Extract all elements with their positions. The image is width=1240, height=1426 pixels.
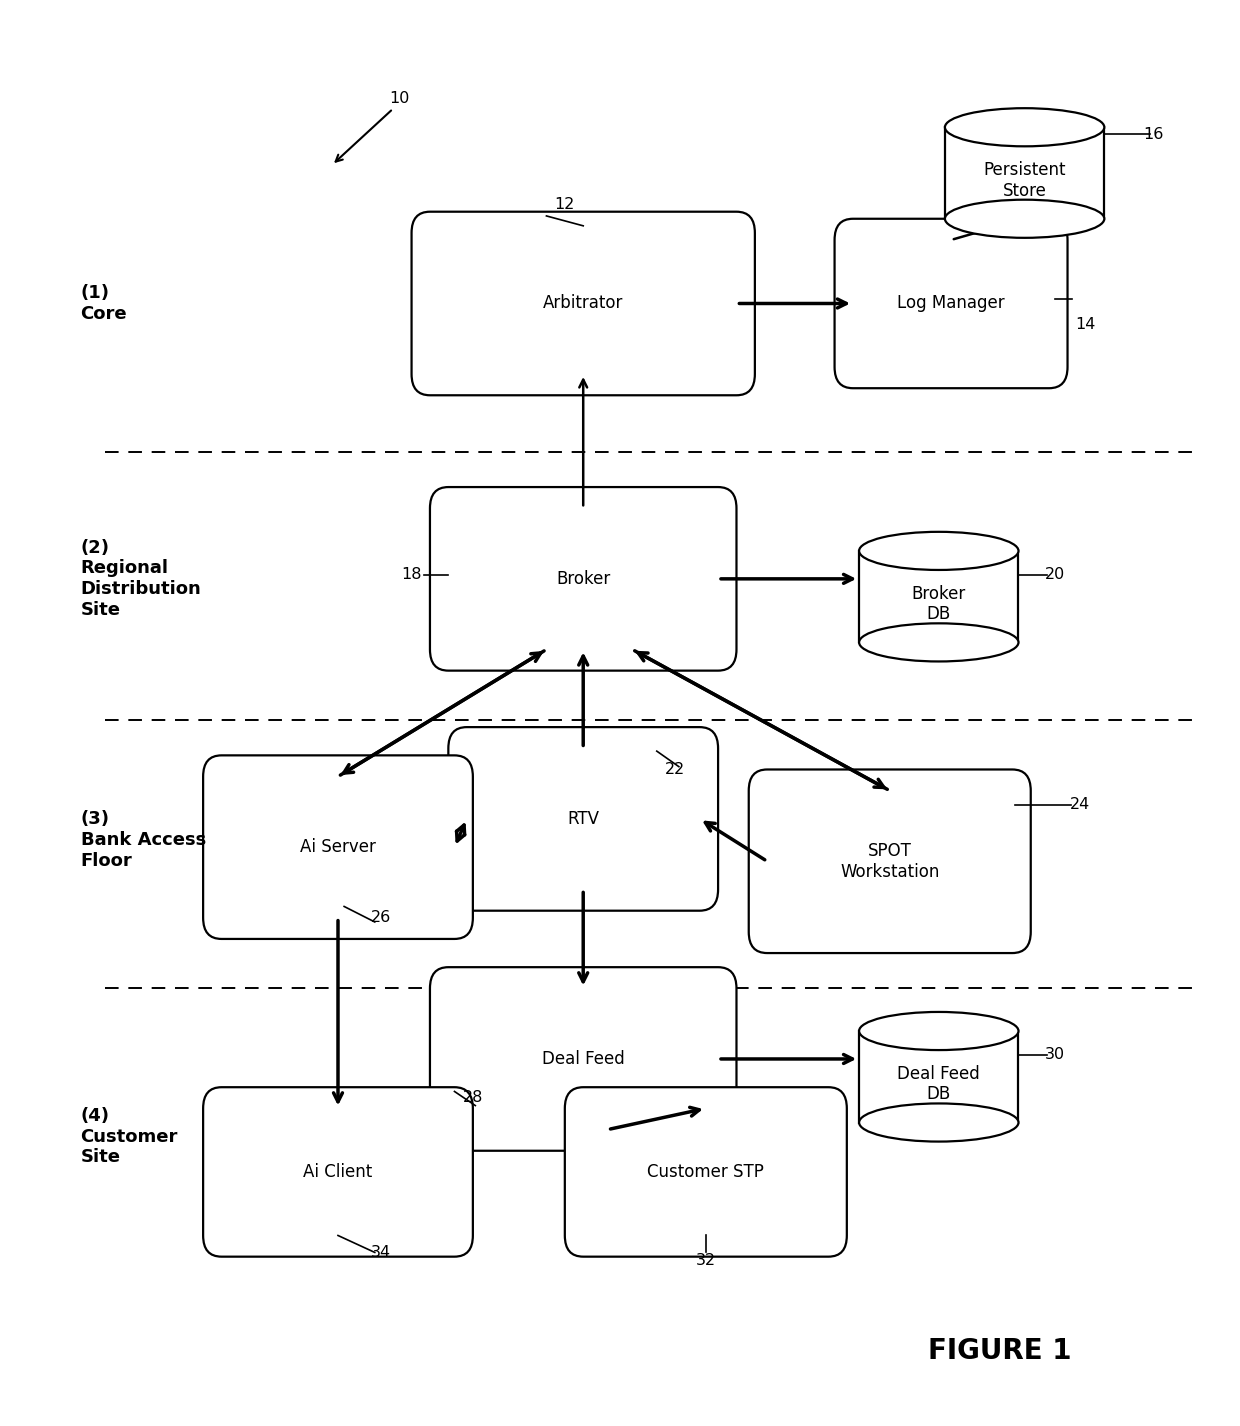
Text: (3)
Bank Access
Floor: (3) Bank Access Floor (81, 810, 206, 870)
FancyBboxPatch shape (835, 218, 1068, 388)
Text: RTV: RTV (567, 810, 599, 829)
Text: 34: 34 (371, 1245, 391, 1261)
FancyBboxPatch shape (565, 1087, 847, 1256)
Text: 28: 28 (463, 1089, 484, 1105)
Ellipse shape (945, 108, 1105, 147)
Text: Broker
DB: Broker DB (911, 585, 966, 623)
FancyBboxPatch shape (412, 211, 755, 395)
FancyBboxPatch shape (749, 770, 1030, 953)
Text: 22: 22 (665, 761, 686, 777)
Text: 18: 18 (402, 568, 422, 582)
Ellipse shape (859, 623, 1018, 662)
Text: 26: 26 (371, 910, 391, 925)
Text: Ai Server: Ai Server (300, 838, 376, 856)
Bar (945, 127, 1105, 218)
Ellipse shape (859, 1012, 1018, 1050)
Text: Arbitrator: Arbitrator (543, 295, 624, 312)
Text: Persistent
Store: Persistent Store (983, 161, 1066, 200)
FancyBboxPatch shape (203, 1087, 472, 1256)
Text: (4)
Customer
Site: (4) Customer Site (81, 1107, 177, 1166)
Text: 24: 24 (1070, 797, 1090, 813)
Bar (859, 550, 1018, 642)
Ellipse shape (945, 108, 1105, 147)
FancyBboxPatch shape (449, 727, 718, 911)
Text: Ai Client: Ai Client (304, 1164, 372, 1181)
Text: 14: 14 (1076, 317, 1096, 332)
Text: 20: 20 (1045, 568, 1065, 582)
Text: Broker: Broker (556, 570, 610, 588)
FancyBboxPatch shape (430, 488, 737, 670)
Text: Customer STP: Customer STP (647, 1164, 764, 1181)
Text: 16: 16 (1143, 127, 1163, 141)
Ellipse shape (859, 532, 1018, 570)
Ellipse shape (859, 1104, 1018, 1142)
Text: Deal Feed: Deal Feed (542, 1050, 625, 1068)
Ellipse shape (945, 200, 1105, 238)
Ellipse shape (859, 532, 1018, 570)
Text: (2)
Regional
Distribution
Site: (2) Regional Distribution Site (81, 539, 201, 619)
Text: 12: 12 (554, 197, 575, 212)
Text: SPOT
Workstation: SPOT Workstation (839, 841, 940, 881)
Bar (859, 1031, 1018, 1122)
Text: FIGURE 1: FIGURE 1 (929, 1338, 1071, 1365)
Text: 30: 30 (1045, 1047, 1065, 1062)
FancyBboxPatch shape (203, 756, 472, 938)
Ellipse shape (859, 1012, 1018, 1050)
Text: Log Manager: Log Manager (898, 295, 1004, 312)
FancyBboxPatch shape (430, 967, 737, 1151)
Text: 32: 32 (696, 1253, 715, 1268)
Text: (1)
Core: (1) Core (81, 284, 128, 322)
Text: 10: 10 (389, 91, 409, 106)
Text: Deal Feed
DB: Deal Feed DB (898, 1065, 980, 1104)
